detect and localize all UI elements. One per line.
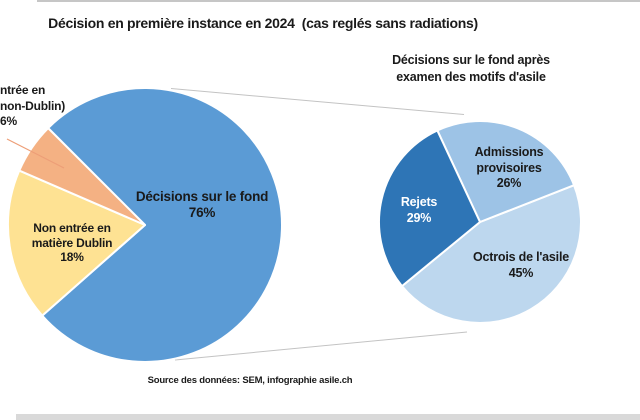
chart-title: Décision en première instance en 2024 (c… (48, 15, 478, 31)
slice-label-rejets-name: Rejets (400, 195, 438, 209)
slice-label-octrois-value: 45% (508, 265, 534, 280)
slice-label-rejets: Rejets 29% (400, 195, 438, 226)
source-caption: Source des données: SEM, infographie asi… (147, 375, 353, 386)
slice-label-dublin-line1: Non entrée en (33, 221, 111, 235)
left-pie-slice-decisions-sur-le-fond (41, 87, 283, 363)
slice-label-dublin-line2: matière Dublin (31, 235, 113, 250)
slice-label-nondublin-line1: ntrée en (0, 83, 46, 97)
slice-label-admissions-line1: Admissions (474, 145, 544, 159)
slice-label-octrois-asile: Octrois de l'asile 45% (473, 250, 569, 281)
connector-line-top (170, 88, 465, 115)
right-pie-slice-admissions-provisoires (436, 120, 576, 223)
leader-line-non-dublin-label (6, 138, 65, 169)
slice-label-fond-name: Décisions sur le fond (135, 189, 269, 204)
slice-label-nondublin-value: 6% (0, 114, 17, 128)
left-pie-slice-non-entree-non-dublin (18, 127, 146, 226)
slice-label-dublin-value: 18% (60, 250, 84, 264)
slice-label-rejets-value: 29% (406, 210, 432, 225)
right-pie-title-line1: Décisions sur le fond après (392, 53, 550, 67)
top-edge-line (37, 0, 640, 2)
slice-label-admissions-line2: provisoires (476, 160, 542, 175)
left-pie-slice-non-entree-dublin (7, 169, 146, 317)
right-pie-title-line2: examen des motifs d'asile (396, 70, 546, 84)
bottom-edge-bar (16, 414, 640, 420)
slice-label-non-entree-dublin: Non entrée en matière Dublin 18% (32, 221, 113, 265)
slice-label-non-entree-non-dublin-cropped: ntrée en non-Dublin) 6% (0, 83, 65, 130)
slice-label-decisions-sur-le-fond: Décisions sur le fond 76% (135, 189, 269, 221)
right-pie-title: Décisions sur le fond après examen des m… (392, 52, 550, 86)
right-pie-slice-rejets (378, 129, 481, 288)
slice-label-nondublin-line2: non-Dublin) (0, 98, 66, 113)
connector-line-bottom (174, 331, 468, 361)
slice-label-fond-value: 76% (188, 205, 216, 220)
slice-label-octrois-name: Octrois de l'asile (473, 250, 569, 264)
right-pie-slice-octrois-asile (400, 184, 582, 324)
slice-label-admissions-value: 26% (496, 176, 522, 190)
slice-label-admissions-provisoires: Admissions provisoires 26% (475, 145, 544, 192)
